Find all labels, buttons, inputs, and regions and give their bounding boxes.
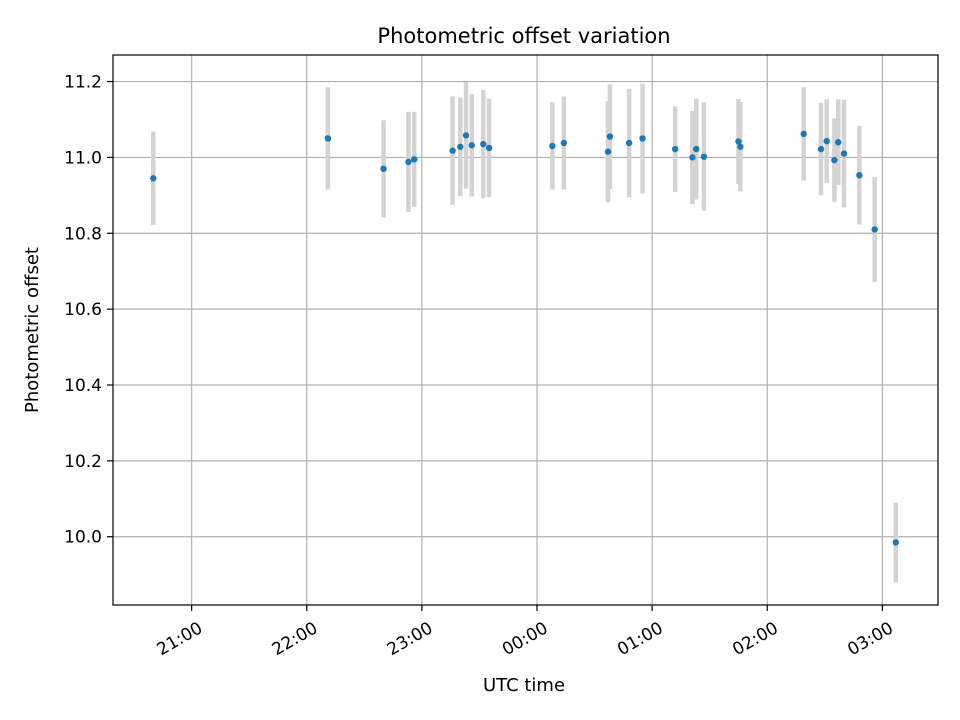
data-point (700, 153, 708, 160)
data-point (560, 139, 568, 147)
data-point (405, 158, 412, 166)
data-point (835, 139, 842, 146)
data-point (817, 145, 825, 153)
data-point (604, 148, 612, 155)
data-point (639, 135, 646, 142)
plot-frame (112, 54, 939, 606)
data-point (689, 154, 696, 161)
data-point (800, 130, 807, 138)
x-tick-label: 23:00 (384, 618, 436, 660)
data-point (457, 143, 464, 150)
y-tick-label: 10.2 (64, 452, 102, 472)
data-point (449, 147, 456, 154)
x-tick-label: 00:00 (499, 618, 551, 660)
x-tick-label: 22:00 (269, 618, 321, 660)
data-point (831, 156, 838, 164)
data-point (693, 145, 700, 153)
grid (113, 55, 938, 605)
x-tick-label: 21:00 (154, 618, 206, 660)
data-point (625, 139, 633, 147)
y-tick-label: 11.0 (64, 148, 102, 168)
x-tick-label: 02:00 (729, 618, 781, 660)
y-axis-label: Photometric offset (22, 247, 43, 413)
data-point (468, 142, 475, 149)
y-tick-label: 10.6 (64, 300, 102, 320)
data-point (737, 143, 744, 150)
axis-ticks: 21:00 22:00 23:00 00:00 01:00 02:00 03:00 10.0 1… (64, 73, 897, 661)
data-point (606, 133, 614, 140)
data-point (549, 142, 556, 150)
data-point (324, 135, 332, 142)
data-point (411, 156, 418, 163)
data-point (462, 132, 470, 139)
data-point (840, 150, 848, 157)
chart-title: Photometric offset variation (377, 24, 670, 48)
data-points (150, 130, 899, 546)
data-point (856, 172, 863, 179)
data-point (380, 165, 387, 172)
data-point (671, 145, 679, 153)
y-tick-label: 10.0 (64, 528, 102, 548)
x-tick-label: 01:00 (614, 618, 666, 660)
data-point (485, 144, 493, 152)
y-tick-label: 10.4 (64, 376, 102, 396)
data-point (480, 140, 487, 148)
x-tick-label: 03:00 (844, 618, 896, 660)
data-point (892, 539, 899, 546)
data-point (735, 138, 742, 145)
y-tick-label: 10.8 (64, 224, 102, 244)
data-point (871, 226, 878, 233)
data-point (150, 175, 157, 182)
y-tick-label: 11.2 (64, 73, 102, 93)
data-point (823, 137, 830, 145)
x-axis-label: UTC time (483, 675, 565, 696)
